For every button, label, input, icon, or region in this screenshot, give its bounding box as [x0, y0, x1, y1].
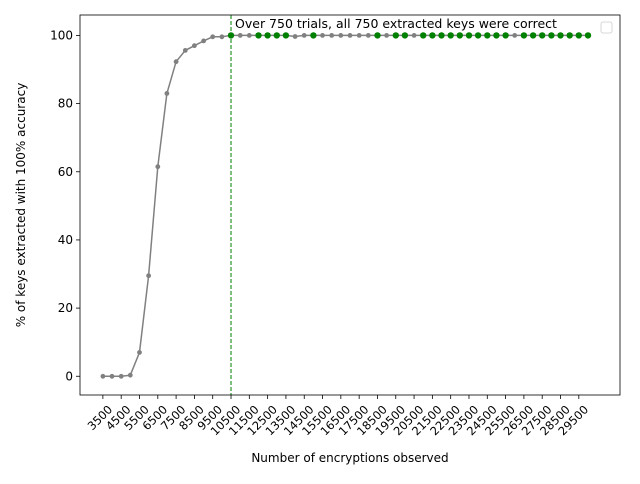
highlight-point [529, 32, 537, 39]
y-tick-label: 60 [58, 165, 73, 179]
data-point [411, 33, 417, 38]
data-point [210, 34, 216, 40]
y-tick-label: 40 [58, 233, 73, 247]
plot-frame [79, 14, 621, 396]
highlight-point [584, 32, 592, 39]
data-point [384, 33, 389, 38]
data-point [301, 33, 307, 38]
highlight-point [502, 32, 509, 39]
legend-box [600, 21, 613, 34]
highlight-point [282, 32, 290, 39]
highlight-point [575, 32, 582, 39]
data-point [109, 373, 115, 379]
data-point [338, 33, 344, 38]
highlight-point [557, 32, 564, 39]
data-point [146, 273, 152, 279]
highlight-point [273, 32, 280, 39]
data-point [320, 33, 325, 38]
data-point [237, 33, 243, 38]
annotation-text: Over 750 trials, all 750 extracted keys … [235, 16, 557, 31]
y-tick-label: 20 [58, 301, 73, 315]
highlight-point [438, 32, 445, 39]
data-point [192, 43, 197, 49]
highlight-point [474, 32, 482, 39]
data-point [329, 33, 335, 38]
highlight-point [484, 32, 491, 39]
highlight-point [566, 32, 573, 39]
y-tick-label: 80 [58, 97, 73, 111]
data-point [512, 33, 518, 38]
highlight-point [447, 32, 454, 39]
data-point [137, 350, 142, 355]
y-axis-label: % of keys extracted with 100% accuracy [14, 83, 28, 328]
data-point [173, 59, 179, 65]
highlight-point [456, 32, 463, 39]
highlight-point [255, 32, 262, 39]
data-point [182, 48, 188, 53]
data-point [201, 38, 207, 44]
highlight-point [401, 32, 409, 39]
data-point [164, 91, 170, 96]
highlight-point [420, 32, 427, 39]
highlight-point [548, 32, 555, 39]
highlight-point [264, 32, 271, 39]
highlight-point [429, 32, 436, 39]
data-point [246, 33, 252, 38]
highlight-point [374, 32, 381, 39]
data-point [155, 164, 161, 170]
y-tick-label: 0 [65, 369, 73, 383]
data-point [292, 34, 298, 39]
series-line [102, 34, 588, 378]
highlight-point [465, 32, 473, 39]
highlight-point [310, 32, 317, 39]
data-point [219, 34, 225, 40]
highlight-point [392, 32, 399, 39]
data-point [100, 373, 106, 379]
y-tick-label: 100 [50, 28, 73, 42]
highlight-point [493, 32, 500, 39]
data-point [356, 33, 362, 38]
highlight-point [539, 32, 546, 39]
x-axis-label: Number of encryptions observed [251, 451, 448, 465]
data-point [127, 372, 133, 378]
data-point [365, 33, 371, 38]
data-point [118, 373, 124, 379]
highlight-point [520, 32, 528, 39]
data-point [347, 33, 353, 38]
